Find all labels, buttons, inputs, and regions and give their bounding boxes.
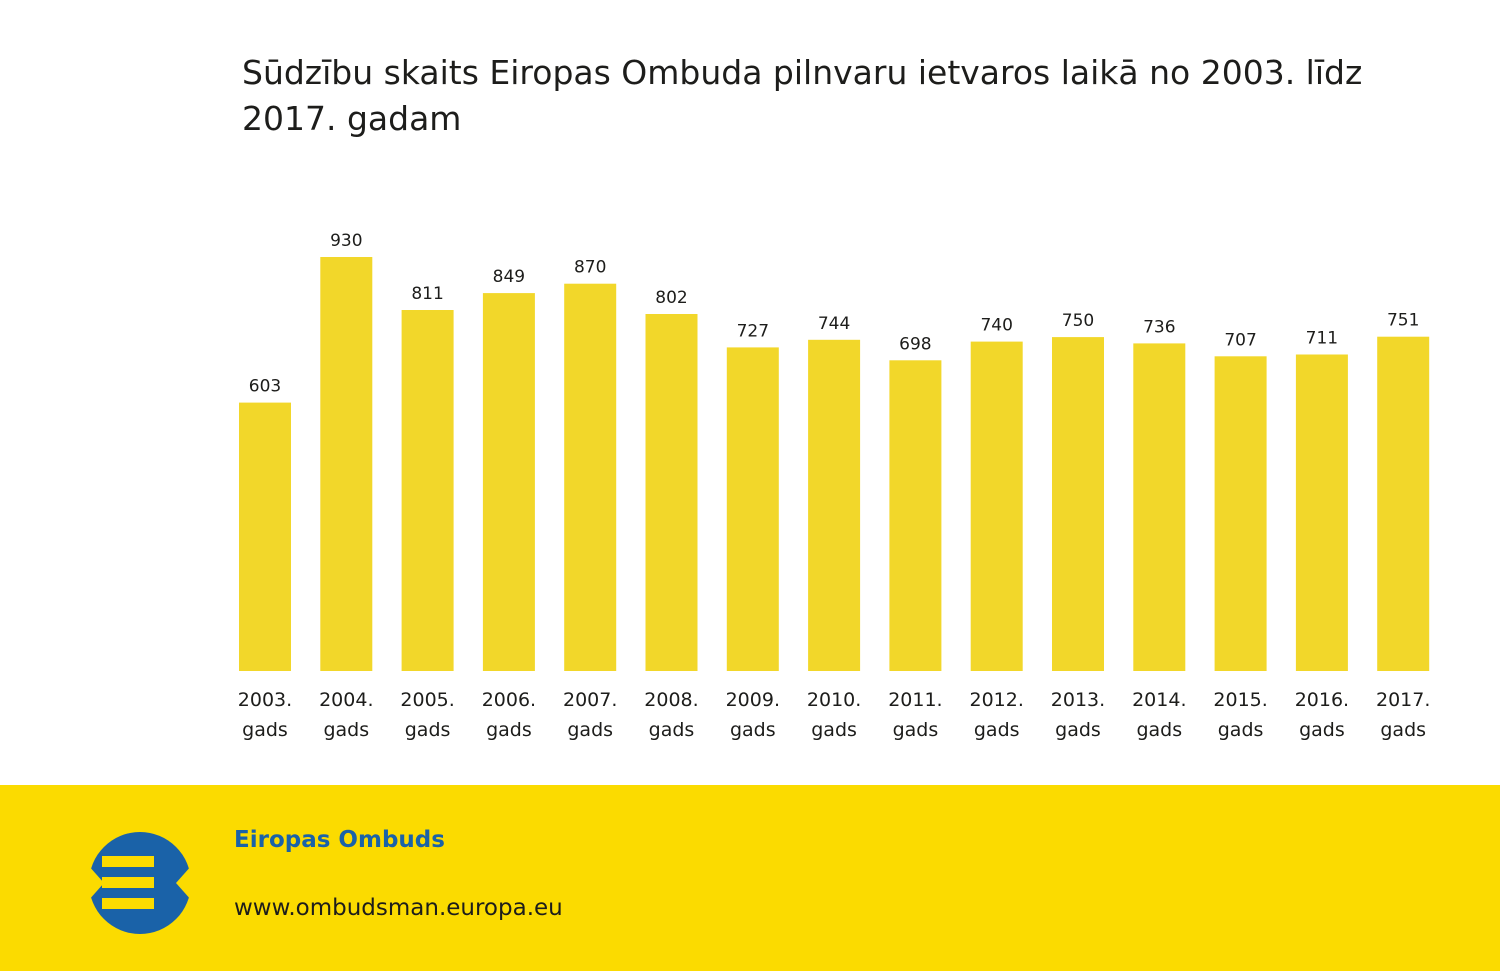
data-label: 930: [330, 231, 362, 251]
x-tick-label: gads: [1218, 719, 1264, 741]
bar-chart: 603 2003. gads 930 2004. gads 811 2005. gads 849 2…: [238, 231, 1431, 741]
website-url[interactable]: www.ombudsman.europa.eu: [234, 895, 563, 921]
data-label: 870: [574, 258, 606, 278]
data-label: 603: [249, 377, 281, 397]
data-label: 811: [411, 284, 443, 304]
x-tick-label: gads: [486, 719, 532, 741]
data-label: 802: [655, 288, 687, 308]
data-label: 727: [737, 321, 769, 341]
x-tick-label: 2003.: [238, 689, 292, 711]
bar-2012: [970, 341, 1023, 671]
x-tick-label: 2015.: [1213, 689, 1267, 711]
bar-2006: [482, 293, 535, 671]
bar-2016: [1295, 354, 1348, 671]
bar-2009: [726, 347, 779, 671]
x-tick-label: gads: [323, 719, 369, 741]
bar-2015: [1214, 356, 1267, 671]
x-tick-label: 2004.: [319, 689, 373, 711]
x-tick-label: 2014.: [1132, 689, 1186, 711]
data-label: 751: [1387, 311, 1419, 331]
data-label: 711: [1306, 329, 1338, 349]
bar-2013: [1052, 337, 1104, 671]
ombudsman-logo-icon: [88, 832, 192, 934]
bar-2011: [889, 360, 942, 671]
x-tick-label: 2005.: [400, 689, 454, 711]
bar-2003: [239, 402, 291, 671]
x-tick-label: 2006.: [482, 689, 536, 711]
x-tick-label: 2011.: [888, 689, 942, 711]
x-tick-label: 2008.: [644, 689, 698, 711]
footer-bar: Eiropas Ombuds www.ombudsman.europa.eu: [0, 785, 1500, 971]
bar-2010: [808, 339, 861, 671]
x-tick-label: gads: [730, 719, 776, 741]
x-tick-label: gads: [649, 719, 695, 741]
x-tick-label: gads: [567, 719, 613, 741]
data-label: 740: [980, 316, 1012, 336]
x-tick-label: gads: [893, 719, 939, 741]
x-tick-label: gads: [1380, 719, 1426, 741]
data-label: 750: [1062, 311, 1094, 331]
bar-2014: [1133, 343, 1186, 671]
x-tick-label: gads: [811, 719, 857, 741]
x-tick-label: 2007.: [563, 689, 617, 711]
chart-title: Sūdzību skaits Eiropas Ombuda pilnvaru i…: [242, 53, 1363, 138]
x-tick-label: gads: [1055, 719, 1101, 741]
data-label: 744: [818, 314, 850, 334]
bar-2007: [564, 283, 617, 671]
x-tick-label: gads: [1299, 719, 1345, 741]
x-tick-label: 2012.: [969, 689, 1023, 711]
data-label: 707: [1224, 330, 1256, 350]
x-tick-label: 2013.: [1051, 689, 1105, 711]
x-tick-label: 2017.: [1376, 689, 1430, 711]
x-tick-label: gads: [974, 719, 1020, 741]
x-tick-label: gads: [1136, 719, 1182, 741]
x-tick-label: gads: [242, 719, 288, 741]
data-label: 849: [493, 267, 525, 287]
data-label: 698: [899, 334, 931, 354]
x-tick-label: 2010.: [807, 689, 861, 711]
organization-name: Eiropas Ombuds: [234, 827, 445, 853]
bar-2008: [645, 314, 698, 671]
data-label: 736: [1143, 317, 1175, 337]
x-tick-label: gads: [405, 719, 451, 741]
x-tick-label: 2009.: [726, 689, 780, 711]
bar-2004: [320, 257, 373, 671]
bar-2005: [401, 310, 454, 671]
x-tick-label: 2016.: [1295, 689, 1349, 711]
bar-2017: [1377, 336, 1430, 671]
